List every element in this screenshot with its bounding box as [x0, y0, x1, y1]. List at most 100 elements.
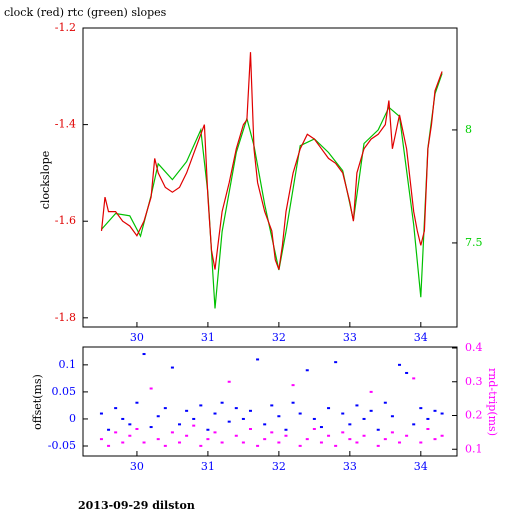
point [107, 444, 111, 447]
y-axis-label: offset(ms) [31, 374, 44, 430]
point [426, 428, 430, 431]
x-tick-label: 34 [414, 331, 428, 344]
point [163, 444, 167, 447]
point [369, 390, 373, 393]
point [398, 441, 402, 444]
y2-tick-label: 0.3 [465, 375, 483, 388]
point [305, 369, 309, 372]
point [149, 387, 153, 390]
point [398, 363, 402, 366]
x-tick-label: 33 [343, 460, 357, 473]
y-tick-label: -1.2 [55, 21, 76, 34]
chart-title: clock (red) rtc (green) slopes [4, 6, 167, 19]
plot-frame [82, 27, 458, 328]
point [270, 404, 274, 407]
point [128, 423, 132, 426]
point [227, 380, 231, 383]
point [149, 426, 153, 429]
point [319, 426, 323, 429]
point [426, 417, 430, 420]
point [241, 417, 245, 420]
point [355, 404, 359, 407]
point [312, 417, 316, 420]
point [298, 444, 302, 447]
point [178, 441, 182, 444]
point [327, 407, 331, 410]
point [142, 353, 146, 356]
point [248, 409, 252, 412]
point [419, 407, 423, 410]
point [334, 361, 338, 364]
point [248, 428, 252, 431]
point [199, 404, 203, 407]
point [213, 412, 217, 415]
point [433, 409, 437, 412]
point [334, 444, 338, 447]
point [412, 423, 416, 426]
point [241, 441, 245, 444]
x-tick-label: 31 [201, 460, 215, 473]
point [234, 407, 238, 410]
y2-tick-label: 0.2 [465, 409, 483, 422]
point [135, 401, 139, 404]
point [192, 424, 196, 427]
point [114, 407, 118, 410]
point [121, 441, 125, 444]
y-tick-label: -0.05 [48, 439, 76, 452]
y-tick-label: -1.8 [55, 311, 76, 324]
point [170, 366, 174, 369]
point [256, 358, 260, 361]
point [263, 423, 267, 426]
point [107, 428, 111, 431]
point [128, 434, 132, 437]
point [263, 438, 267, 441]
x-tick-label: 32 [272, 460, 286, 473]
point [440, 434, 444, 437]
point [327, 434, 331, 437]
point [156, 438, 160, 441]
point [298, 412, 302, 415]
plot-frame [82, 346, 458, 457]
point [256, 444, 260, 447]
point [319, 441, 323, 444]
point [99, 412, 103, 415]
series-line [101, 73, 443, 309]
point [383, 438, 387, 441]
x-tick-label: 30 [130, 331, 144, 344]
point [220, 401, 224, 404]
point [312, 428, 316, 431]
point [341, 431, 345, 434]
point [270, 431, 274, 434]
x-tick-label: 30 [130, 460, 144, 473]
point [419, 441, 423, 444]
point [192, 417, 196, 420]
point [369, 409, 373, 412]
point [390, 415, 394, 418]
point [227, 420, 231, 423]
point [355, 441, 359, 444]
point [305, 438, 309, 441]
point [277, 441, 281, 444]
point [440, 412, 444, 415]
y2-axis-label: rnd-trip(ms) [486, 368, 499, 436]
point [206, 428, 210, 431]
x-tick-label: 34 [414, 460, 428, 473]
point [433, 438, 437, 441]
point [341, 412, 345, 415]
point [142, 441, 146, 444]
y2-tick-label: 7.5 [465, 236, 483, 249]
point [291, 401, 295, 404]
point [121, 417, 125, 420]
point [405, 434, 409, 437]
point [206, 438, 210, 441]
point [156, 415, 160, 418]
series-line [100, 52, 443, 270]
point [284, 428, 288, 431]
footer: 2013-09-29 dilston [78, 499, 195, 512]
point [390, 431, 394, 434]
point [277, 415, 281, 418]
x-tick-label: 31 [201, 331, 215, 344]
point [178, 423, 182, 426]
point [114, 431, 118, 434]
point [348, 423, 352, 426]
